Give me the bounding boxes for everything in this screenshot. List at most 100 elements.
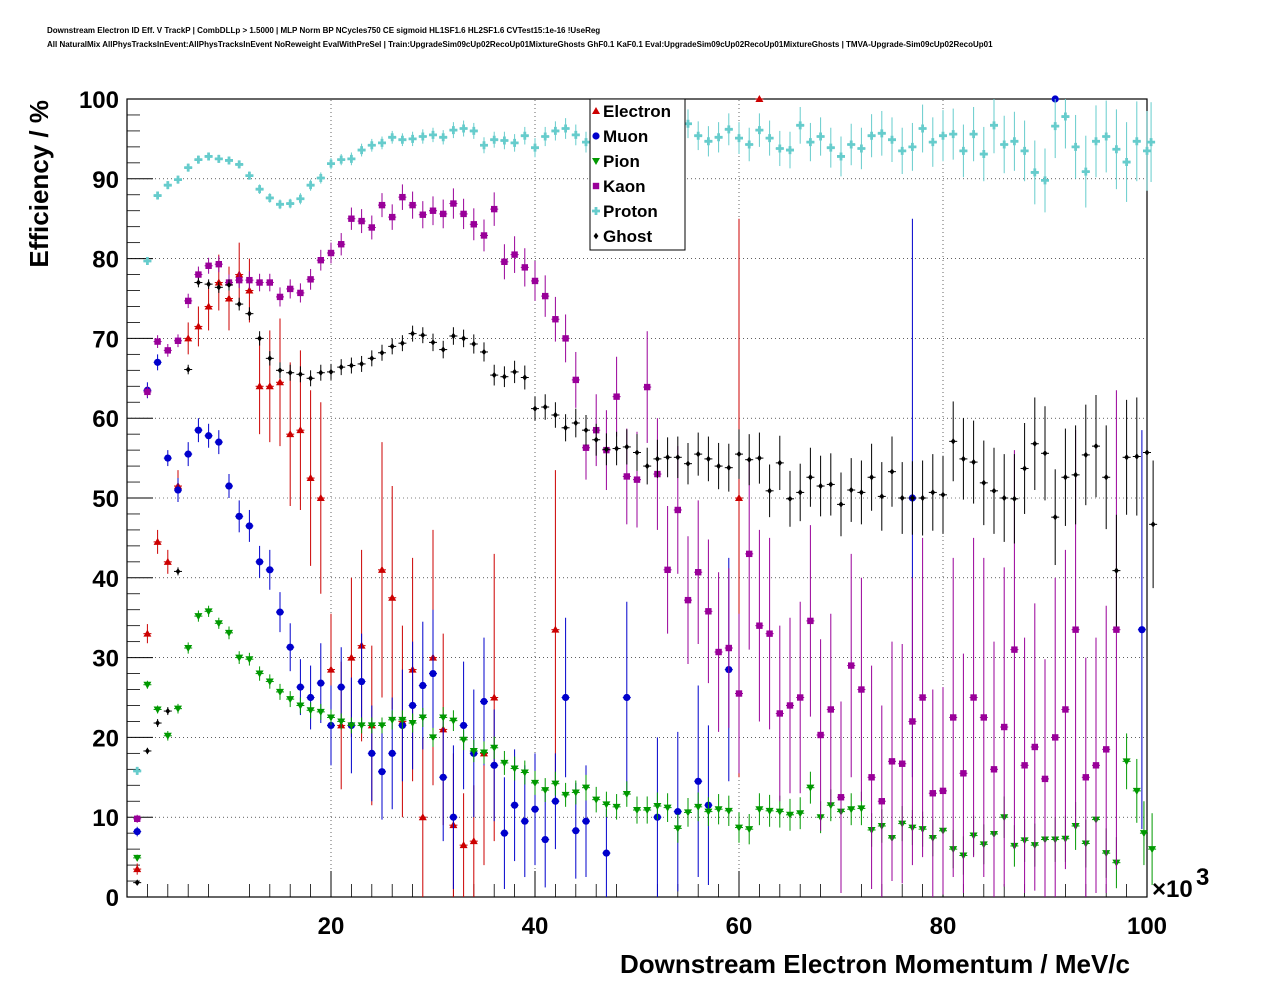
muon-point: [174, 486, 182, 494]
pion-point: [775, 808, 784, 816]
electron-point: [245, 286, 254, 294]
y-tick-label: 0: [106, 885, 119, 912]
ghost-point: [1073, 471, 1078, 479]
pion-point: [684, 809, 692, 817]
kaon-point: [1113, 626, 1120, 633]
electron-point: [255, 382, 264, 390]
muon-point: [194, 426, 202, 434]
kaon-point: [817, 731, 824, 739]
muon-point: [531, 805, 539, 813]
kaon-point: [776, 710, 783, 717]
pion-point: [643, 807, 652, 815]
pion-point: [418, 714, 427, 722]
kaon-point: [786, 702, 794, 709]
ghost-point: [889, 468, 895, 475]
y-tick-label: 40: [92, 566, 119, 593]
ghost-point: [1022, 465, 1027, 472]
ghost-point: [389, 343, 395, 350]
kaon-point: [542, 292, 549, 300]
pion-point: [541, 787, 550, 795]
pion-point: [337, 718, 346, 726]
muon-point: [429, 669, 437, 678]
kaon-point: [572, 376, 579, 384]
kaon-point: [582, 444, 590, 451]
pion-point: [194, 613, 203, 621]
pion-point: [214, 620, 223, 628]
kaon-point: [868, 774, 875, 781]
ghost-point: [644, 462, 650, 470]
ghost-point: [287, 369, 293, 376]
x-multiplier: ×10 3: [1152, 864, 1209, 903]
ghost-point: [318, 369, 324, 376]
kaon-point: [429, 207, 437, 214]
pion-point: [571, 789, 580, 797]
kaon-point: [236, 276, 243, 284]
muon-point: [500, 829, 508, 837]
kaon-point: [338, 241, 345, 248]
kaon-point: [797, 694, 804, 701]
pion-point: [439, 714, 448, 722]
proton-point: [459, 124, 468, 133]
electron-point: [418, 813, 427, 821]
ghost-point: [277, 367, 283, 374]
kaon-point: [358, 217, 365, 225]
pion-point: [612, 803, 621, 811]
kaon-point: [1082, 774, 1089, 781]
kaon-point: [256, 279, 263, 286]
ghost-point: [1124, 454, 1129, 461]
x-tick-label: 40: [522, 913, 549, 940]
pion-point: [622, 791, 631, 799]
chart-title-line-1: Downstream Electron ID Eff. V TrackP | C…: [47, 26, 601, 35]
proton-point: [408, 134, 417, 143]
legend-label-muon: Muon: [603, 127, 648, 146]
muon-point: [480, 697, 488, 706]
pion-point: [133, 854, 142, 862]
ghost-point: [257, 335, 262, 342]
kaon-point: [399, 193, 406, 201]
pion-point: [163, 732, 172, 740]
pion-point: [755, 806, 764, 814]
kaon-point: [470, 221, 477, 228]
ghost-point: [757, 454, 762, 462]
proton-point: [1102, 132, 1111, 141]
ghost-point: [359, 360, 364, 368]
pion-point: [245, 656, 254, 664]
ghost-point: [675, 454, 681, 461]
pion-point: [1148, 846, 1157, 854]
legend-label-electron: Electron: [603, 102, 671, 121]
proton-point: [418, 132, 427, 141]
proton-point: [510, 138, 519, 147]
pion-point: [520, 769, 529, 777]
proton-point: [1112, 145, 1121, 154]
pion-point: [316, 708, 325, 716]
kaon-point: [725, 644, 732, 652]
kaon-point: [552, 316, 559, 323]
y-tick-label: 50: [92, 486, 119, 513]
kaon-point: [878, 798, 885, 805]
pion-point: [510, 765, 519, 773]
muon-point: [623, 693, 631, 702]
pion-point: [1139, 830, 1148, 838]
proton-point: [174, 175, 183, 184]
proton-point: [276, 200, 284, 209]
kaon-point: [735, 690, 743, 697]
ghost-point: [971, 458, 976, 466]
proton-point: [1010, 137, 1019, 146]
muon-point: [133, 827, 141, 836]
proton-point: [867, 131, 876, 140]
kaon-point: [1001, 723, 1008, 731]
ghost-point: [1063, 474, 1068, 481]
proton-point: [969, 130, 978, 139]
legend-label-ghost: Ghost: [603, 227, 652, 246]
kaon-point: [164, 347, 171, 354]
muon-point: [368, 749, 376, 757]
ghost-point: [981, 479, 987, 487]
proton-point: [153, 191, 162, 200]
ghost-point: [491, 371, 497, 379]
ghost-point: [899, 494, 905, 502]
pion-point: [469, 747, 478, 755]
ghost-point: [828, 481, 834, 488]
muon-point: [602, 849, 611, 857]
muon-point: [358, 677, 366, 686]
